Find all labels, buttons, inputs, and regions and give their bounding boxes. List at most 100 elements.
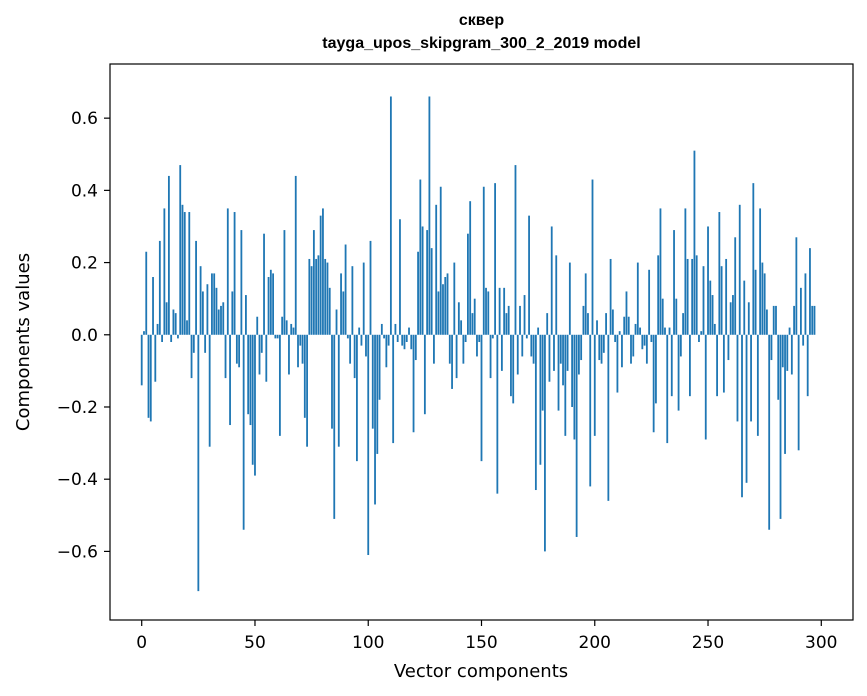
bar	[292, 327, 295, 335]
bar	[657, 255, 660, 335]
bar	[179, 165, 182, 335]
y-tick-label: 0.2	[71, 254, 98, 274]
bar	[632, 334, 635, 357]
bar	[652, 334, 655, 433]
bar	[709, 280, 712, 335]
bar	[747, 302, 750, 335]
bar	[324, 258, 327, 335]
bar	[775, 305, 777, 335]
bar	[172, 309, 175, 335]
bar	[618, 331, 621, 335]
bar	[478, 334, 481, 342]
bar	[655, 334, 657, 404]
bar	[494, 183, 496, 335]
bar	[226, 208, 229, 335]
bar	[301, 334, 304, 364]
bar	[698, 334, 700, 342]
bar	[156, 323, 159, 335]
bar	[707, 226, 709, 335]
bar	[750, 334, 752, 422]
bar	[464, 334, 467, 342]
bar	[369, 240, 372, 335]
bar	[389, 96, 392, 335]
bar	[288, 334, 290, 375]
bar	[636, 262, 639, 335]
bar	[555, 255, 558, 335]
bar	[532, 334, 535, 364]
bar	[487, 291, 490, 335]
bar	[285, 320, 288, 335]
bar	[795, 237, 798, 335]
bar	[188, 212, 191, 335]
bar	[392, 334, 395, 444]
bar	[784, 334, 786, 454]
bar	[589, 334, 592, 487]
bar	[147, 334, 150, 418]
bar	[306, 334, 308, 447]
bar	[322, 208, 324, 335]
bar	[609, 258, 612, 335]
bar	[340, 273, 342, 335]
bar	[582, 305, 585, 335]
bar	[433, 334, 435, 364]
bar	[704, 334, 707, 440]
bar	[768, 334, 771, 530]
bar	[766, 309, 768, 335]
bar	[231, 291, 234, 335]
bar	[281, 316, 284, 335]
bar	[174, 313, 177, 335]
bar	[686, 258, 689, 335]
bar	[544, 334, 546, 552]
bar	[523, 295, 526, 335]
bar	[677, 334, 680, 411]
bar	[186, 320, 188, 335]
bar	[600, 334, 603, 364]
bar	[149, 334, 152, 422]
bar	[786, 334, 789, 371]
bar	[587, 313, 589, 335]
bar	[485, 287, 487, 335]
bar	[591, 179, 594, 335]
bar	[471, 313, 474, 335]
bar	[170, 334, 173, 342]
bar	[462, 334, 465, 364]
bar	[195, 240, 197, 335]
bar	[254, 334, 256, 476]
bar	[566, 334, 569, 371]
bar	[183, 212, 186, 335]
bar	[675, 298, 678, 335]
bar	[500, 334, 503, 371]
bar	[614, 334, 617, 342]
bar	[489, 334, 492, 379]
bar	[770, 334, 773, 361]
bar	[790, 334, 793, 375]
bar	[593, 334, 596, 436]
bar	[546, 313, 549, 335]
bar	[720, 266, 723, 335]
bar	[553, 334, 555, 371]
bar	[421, 226, 424, 335]
bar	[752, 183, 755, 335]
bar	[213, 273, 216, 335]
bar	[242, 334, 245, 530]
y-tick-label: 0.0	[71, 326, 98, 346]
bar	[410, 334, 413, 350]
plot-area-frame	[109, 63, 854, 621]
bar	[328, 287, 331, 335]
bar	[627, 316, 630, 335]
bar	[623, 316, 626, 335]
bar	[439, 186, 442, 335]
bar	[217, 309, 220, 335]
bar	[711, 295, 714, 335]
bar	[222, 302, 225, 335]
bar	[140, 334, 143, 386]
bar	[643, 334, 646, 346]
bar	[272, 273, 274, 335]
x-tick-label: 200	[579, 633, 611, 653]
bar	[727, 334, 730, 361]
bar	[514, 165, 517, 335]
bar	[625, 291, 628, 335]
bar	[346, 334, 349, 339]
bar	[607, 334, 610, 501]
